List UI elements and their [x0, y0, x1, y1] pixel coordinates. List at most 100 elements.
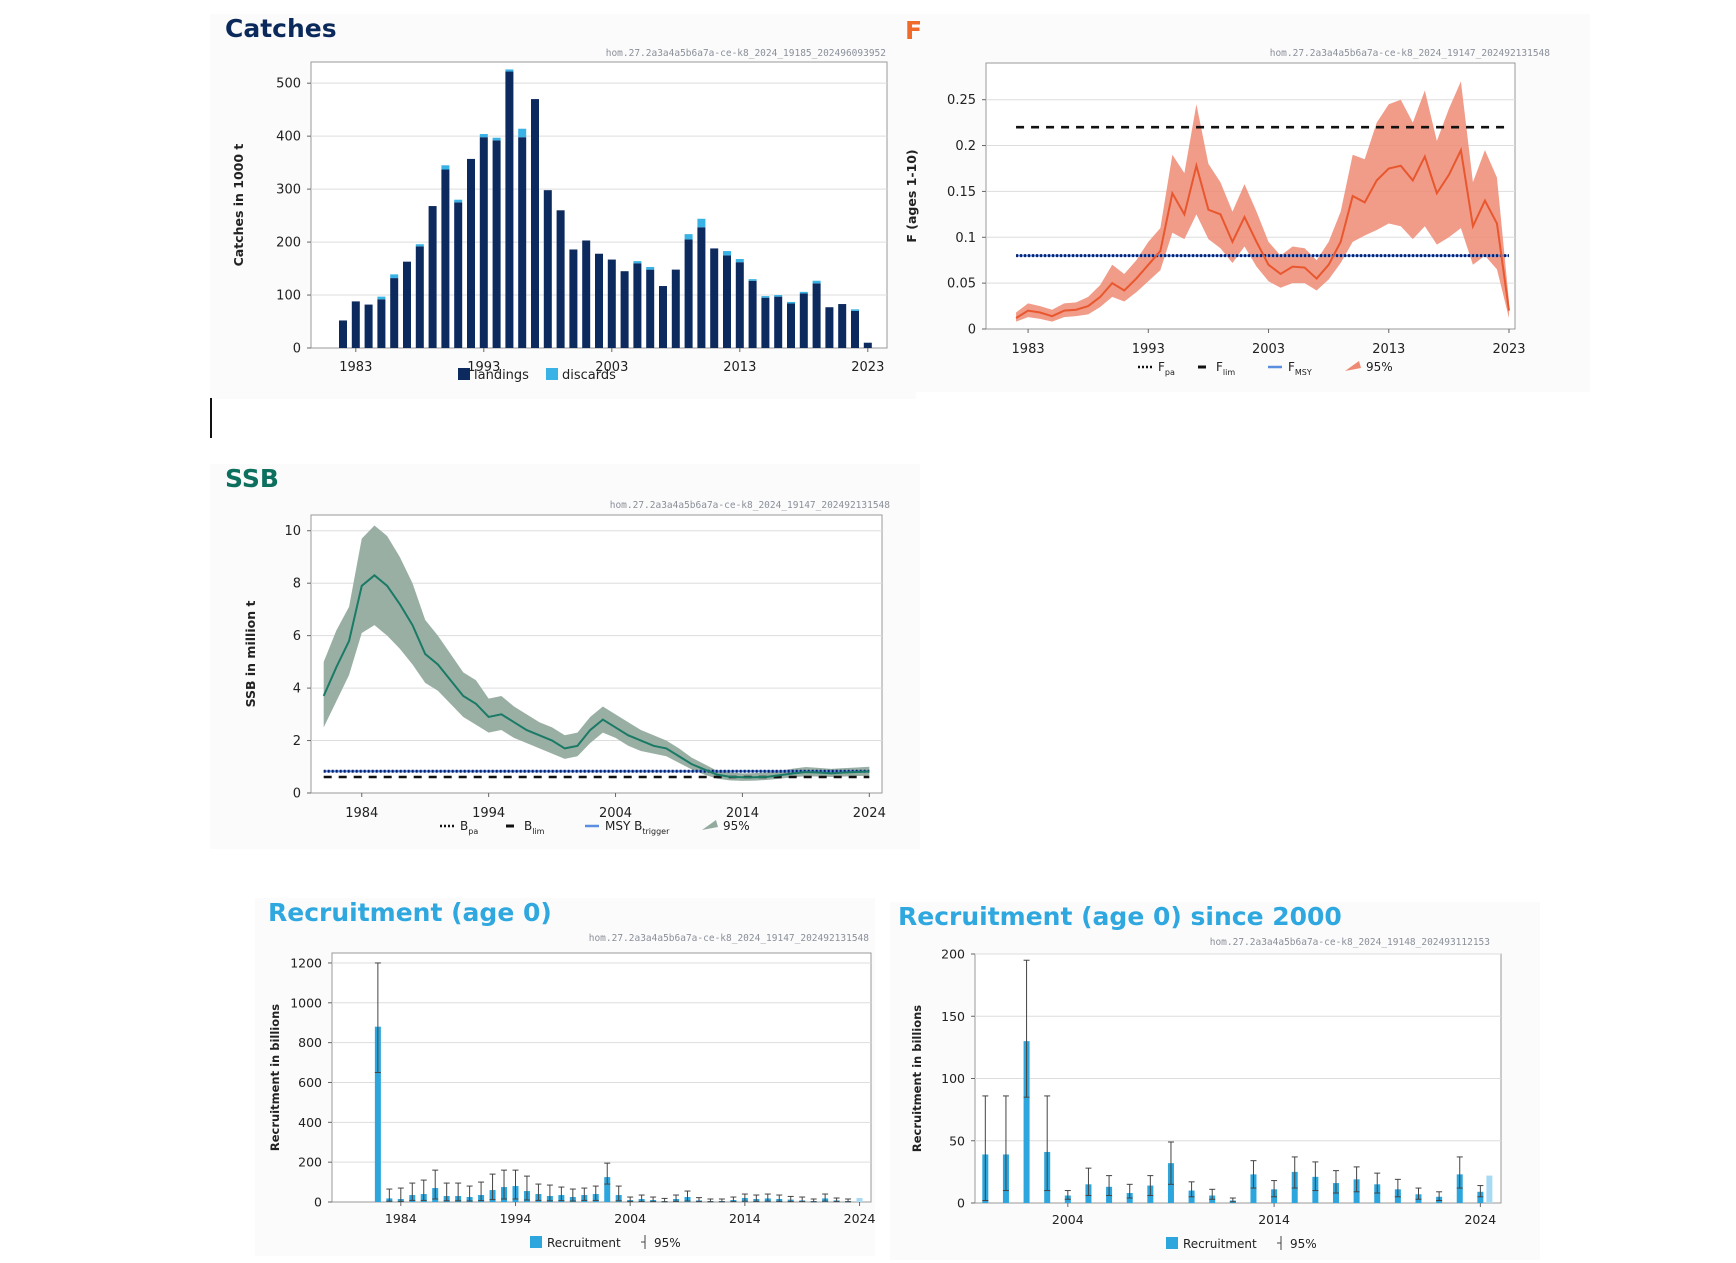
- legend-label-blim: Blim: [524, 819, 545, 836]
- legend-label-msy-btrigger: MSY Btrigger: [605, 819, 670, 836]
- bar-discards: [761, 296, 770, 298]
- bar-landings: [684, 239, 693, 348]
- y-tick-label: 0: [957, 1196, 965, 1211]
- y-tick-label: 0.05: [947, 277, 976, 292]
- x-tick-label: 2013: [723, 360, 756, 375]
- bar-landings: [723, 255, 731, 348]
- recruitment-bar: [1477, 1191, 1484, 1203]
- bar-landings: [863, 342, 872, 348]
- divider-mark: [210, 398, 212, 438]
- y-tick-label: 800: [298, 1035, 322, 1050]
- legend-swatch-band: [702, 820, 718, 830]
- recruitment-bar: [604, 1177, 611, 1202]
- bar-discards: [479, 134, 488, 138]
- rec2000-panel: Recruitment (age 0) since 2000 hom.27.2a…: [890, 902, 1540, 1260]
- bar-landings: [428, 206, 437, 348]
- y-tick-label: 50: [949, 1133, 965, 1148]
- bar-landings: [351, 301, 360, 348]
- bar-landings: [735, 262, 744, 348]
- y-tick-label: 300: [276, 183, 301, 198]
- bar-landings: [364, 304, 373, 348]
- legend-label-ci: 95%: [1290, 1237, 1317, 1251]
- ssb-panel: SSB hom.27.2a3a4a5b6a7a-ce-k8_2024_19147…: [210, 464, 920, 849]
- ssb-series-line: [322, 574, 870, 779]
- legend-label-band: 95%: [1366, 360, 1393, 374]
- f-title: F: [905, 16, 923, 45]
- bar-landings: [569, 249, 578, 348]
- x-tick-label: 1993: [1132, 342, 1165, 357]
- y-tick-label: 600: [298, 1075, 322, 1090]
- bar-landings: [595, 253, 603, 348]
- x-tick-label: 2003: [595, 360, 628, 375]
- y-axis-label: Recruitment in billions: [910, 1005, 924, 1152]
- recruitment-bar: [1250, 1174, 1257, 1203]
- ssb-code: hom.27.2a3a4a5b6a7a-ce-k8_2024_19147_202…: [609, 500, 890, 511]
- bar-landings: [620, 271, 629, 348]
- y-axis-label: F (ages 1-10): [904, 149, 919, 242]
- legend-swatch-discards: [546, 368, 558, 380]
- y-tick-label: 0.1: [955, 231, 976, 246]
- bar-discards: [748, 279, 757, 281]
- x-tick-label: 2013: [1372, 342, 1405, 357]
- y-tick-label: 500: [276, 77, 301, 92]
- catches-title: Catches: [225, 14, 337, 43]
- f-code: hom.27.2a3a4a5b6a7a-ce-k8_2024_19147_202…: [1269, 48, 1550, 59]
- bar-landings: [518, 137, 527, 348]
- bar-discards: [723, 251, 731, 256]
- x-tick-label: 2023: [851, 360, 884, 375]
- rec-title: Recruitment (age 0): [268, 898, 552, 927]
- x-tick-label: 2024: [844, 1211, 876, 1226]
- y-axis-label: Catches in 1000 t: [231, 144, 246, 267]
- x-tick-label: 2004: [614, 1211, 646, 1226]
- bar-landings: [556, 210, 565, 348]
- rec2000-code: hom.27.2a3a4a5b6a7a-ce-k8_2024_19148_202…: [1209, 937, 1490, 948]
- legend-swatch-band: [1345, 361, 1361, 371]
- y-tick-label: 0: [314, 1195, 322, 1210]
- bar-landings: [659, 286, 667, 348]
- bar-landings: [390, 278, 399, 348]
- y-tick-label: 4: [293, 682, 301, 697]
- bar-landings: [467, 158, 475, 348]
- legend-label-bpa: Bpa: [460, 819, 478, 836]
- bar-discards: [851, 309, 859, 311]
- x-tick-label: 2003: [1252, 342, 1285, 357]
- bar-discards: [390, 274, 399, 279]
- f-chart: 0 0.05 0.1 0.15 0.2 0.25 1983 1993 2003 2013 2023 F…: [904, 62, 1526, 377]
- y-tick-label: 100: [941, 1071, 965, 1086]
- bar-landings: [492, 140, 501, 348]
- x-tick-label: 2024: [853, 806, 886, 821]
- bar-landings: [671, 269, 680, 348]
- bar-landings: [825, 307, 834, 348]
- bar-discards: [735, 259, 744, 263]
- recruitment-bar: [856, 1198, 863, 1202]
- y-tick-label: 0.15: [947, 185, 976, 200]
- bar-landings: [454, 202, 463, 348]
- bar-discards: [812, 280, 821, 284]
- legend-swatch-recruitment: [1166, 1237, 1178, 1249]
- bar-discards: [697, 218, 706, 228]
- x-tick-label: 1994: [500, 1211, 532, 1226]
- x-tick-label: 1993: [467, 360, 500, 375]
- y-tick-label: 1200: [290, 955, 322, 970]
- y-tick-label: 0: [293, 342, 301, 357]
- y-tick-label: 200: [941, 947, 965, 962]
- y-axis-label: Recruitment in billions: [268, 1004, 282, 1151]
- y-tick-label: 6: [293, 629, 301, 644]
- legend-label-discards: discards: [562, 368, 616, 383]
- ssb-confidence-band: [323, 525, 870, 781]
- recruitment-bar: [374, 1026, 381, 1202]
- bar-landings: [607, 259, 616, 348]
- bar-landings: [582, 240, 591, 348]
- bar-landings: [799, 293, 808, 348]
- y-tick-label: 400: [298, 1115, 322, 1130]
- y-tick-label: 100: [276, 289, 301, 304]
- bar-landings: [851, 310, 859, 348]
- bar-landings: [812, 283, 821, 348]
- bar-landings: [633, 263, 642, 348]
- catches-panel: Catches hom.27.2a3a4a5b6a7a-ce-k8_2024_1…: [210, 14, 916, 399]
- legend-label-ci: 95%: [654, 1236, 681, 1250]
- y-tick-label: 150: [941, 1009, 965, 1024]
- x-tick-label: 1984: [385, 1211, 417, 1226]
- bar-discards: [646, 266, 655, 270]
- recruitment-bar-projected: [1486, 1175, 1493, 1203]
